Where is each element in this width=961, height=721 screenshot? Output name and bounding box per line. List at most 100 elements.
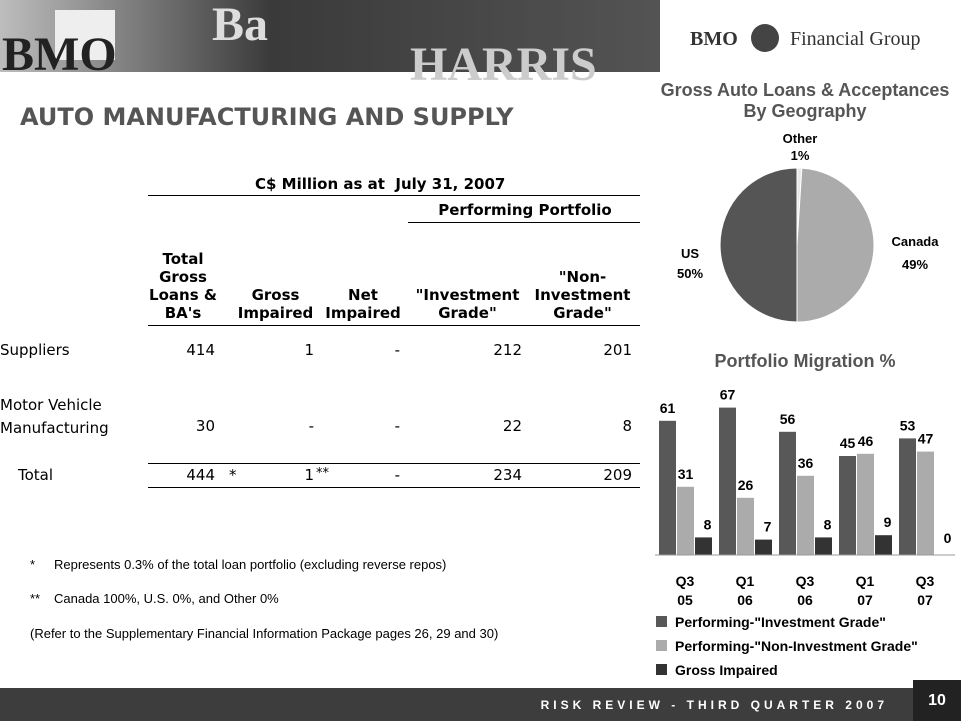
- banner-text: BMO: [2, 28, 117, 81]
- column-header: Net Impaired: [325, 286, 401, 322]
- table-cell: -: [394, 466, 400, 484]
- table-cell: 414: [186, 341, 215, 359]
- data-label: 36: [798, 455, 814, 471]
- logo-box: [660, 0, 961, 72]
- data-label: 53: [900, 417, 916, 433]
- bar: [737, 497, 754, 555]
- column-header: Gross Impaired: [237, 286, 314, 322]
- bar: [797, 475, 814, 555]
- slice-label: US: [681, 246, 699, 261]
- rule: [148, 195, 640, 196]
- slice-label: Other: [783, 131, 818, 146]
- bar: [677, 486, 694, 555]
- rule: [148, 463, 640, 464]
- table-marker: **: [316, 466, 329, 481]
- legend-label: Gross Impaired: [675, 662, 778, 678]
- table-cell: 209: [603, 466, 632, 484]
- table-cell: 30: [195, 417, 215, 435]
- bar: [755, 539, 772, 555]
- table-cell: 444: [186, 466, 215, 484]
- rule: [148, 487, 640, 488]
- data-label: 7: [764, 519, 772, 535]
- footnote-marker: *: [30, 557, 36, 572]
- column-header: Total Gross Loans & BA's: [149, 250, 217, 322]
- data-label: 8: [704, 516, 712, 532]
- footnote: Canada 100%, U.S. 0%, and Other 0%: [54, 591, 279, 606]
- bar: [917, 451, 934, 555]
- chart-title: Gross Auto Loans & Acceptances By Geogra…: [660, 80, 950, 121]
- table-cell: -: [308, 417, 314, 435]
- table-cell: 212: [493, 341, 522, 359]
- banner-text: Ba: [212, 0, 268, 51]
- footnote: (Refer to the Supplementary Financial In…: [30, 626, 499, 641]
- table-cell: 201: [603, 341, 632, 359]
- footer-bar: [0, 688, 961, 721]
- row-label: Motor Vehicle Manufacturing: [0, 396, 109, 437]
- bar: [815, 537, 832, 555]
- column-header: "Investment Grade": [415, 286, 520, 322]
- footnote-marker: **: [30, 591, 41, 606]
- legend-label: Performing-"Non-Investment Grade": [675, 638, 918, 654]
- slice-value-label: 1%: [791, 148, 810, 163]
- table-cell: 1: [304, 466, 314, 484]
- data-label: 0: [944, 530, 952, 546]
- table-cell: 1: [304, 341, 314, 359]
- legend-swatch: [656, 664, 667, 675]
- data-label: 9: [884, 514, 892, 530]
- pie-slice: [796, 167, 875, 323]
- data-label: 45: [840, 435, 856, 451]
- pie-slice: [719, 167, 798, 323]
- logo-icon: [751, 24, 779, 52]
- table-cell: 234: [493, 466, 522, 484]
- page-box: [913, 680, 961, 721]
- legend-swatch: [656, 640, 667, 651]
- row-label: Suppliers: [0, 341, 70, 359]
- bar: [695, 537, 712, 555]
- x-tick-label: Q1 06: [735, 573, 755, 608]
- legend-swatch: [656, 616, 667, 627]
- data-label: 67: [720, 387, 736, 403]
- slice-value-label: 50%: [677, 266, 703, 281]
- banner-text: HARRIS: [410, 38, 597, 91]
- data-label: 46: [858, 433, 874, 449]
- table-cell: 22: [502, 417, 522, 435]
- slice-value-label: 49%: [902, 257, 928, 272]
- table-marker: *: [229, 466, 237, 484]
- data-label: 26: [738, 477, 754, 493]
- bar: [779, 431, 796, 555]
- table-caption: C$ Million as at July 31, 2007: [255, 175, 506, 193]
- bar: [857, 453, 874, 555]
- legend-label: Performing-"Investment Grade": [675, 614, 886, 630]
- rule: [148, 325, 640, 326]
- data-label: 56: [780, 411, 796, 427]
- data-label: 31: [678, 466, 694, 482]
- x-tick-label: Q3 06: [795, 573, 815, 608]
- table-cell: -: [394, 417, 400, 435]
- table-cell: 8: [622, 417, 632, 435]
- bar: [899, 438, 916, 555]
- bar: [719, 407, 736, 555]
- bar: [839, 456, 856, 555]
- logo-text: Financial Group: [790, 28, 921, 50]
- x-tick-label: Q3 07: [915, 573, 935, 608]
- chart-title: Portfolio Migration %: [714, 351, 896, 371]
- footer-text: RISK REVIEW - THIRD QUARTER 2007: [541, 698, 888, 712]
- table-cell: -: [394, 341, 400, 359]
- x-tick-label: Q1 07: [855, 573, 875, 608]
- rule: [408, 222, 640, 223]
- data-label: 47: [918, 431, 934, 447]
- slide-title: AUTO MANUFACTURING AND SUPPLY: [20, 103, 514, 131]
- footnote: Represents 0.3% of the total loan portfo…: [54, 557, 447, 572]
- x-tick-label: Q3 05: [675, 573, 695, 608]
- page-number: 10: [928, 692, 946, 709]
- slice-label: Canada: [892, 234, 940, 249]
- bar: [875, 535, 892, 555]
- row-label: Total: [18, 466, 54, 484]
- group-header: Performing Portfolio: [438, 201, 612, 219]
- data-label: 8: [824, 516, 832, 532]
- logo-text: BMO: [690, 28, 738, 50]
- bar: [659, 420, 676, 555]
- data-label: 61: [660, 400, 676, 416]
